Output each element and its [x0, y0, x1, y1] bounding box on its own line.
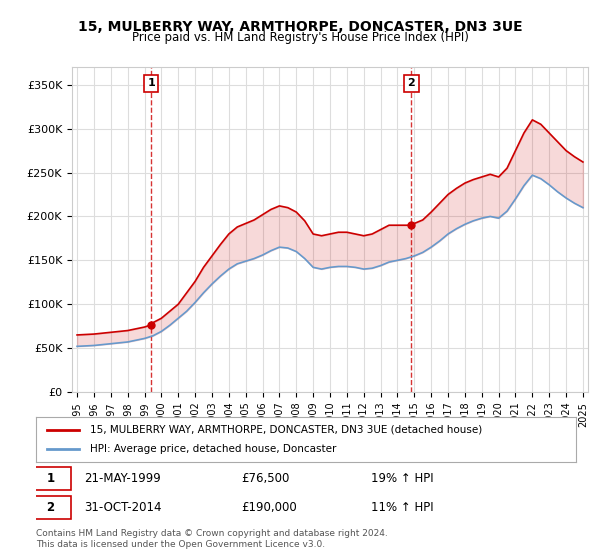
- Text: 21-MAY-1999: 21-MAY-1999: [85, 472, 161, 485]
- Text: Price paid vs. HM Land Registry's House Price Index (HPI): Price paid vs. HM Land Registry's House …: [131, 31, 469, 44]
- FancyBboxPatch shape: [31, 496, 71, 520]
- Text: 1: 1: [47, 472, 55, 485]
- Text: 2: 2: [47, 501, 55, 514]
- Text: 15, MULBERRY WAY, ARMTHORPE, DONCASTER, DN3 3UE (detached house): 15, MULBERRY WAY, ARMTHORPE, DONCASTER, …: [90, 424, 482, 435]
- Text: 11% ↑ HPI: 11% ↑ HPI: [371, 501, 433, 514]
- FancyBboxPatch shape: [31, 466, 71, 490]
- Text: HPI: Average price, detached house, Doncaster: HPI: Average price, detached house, Donc…: [90, 445, 337, 455]
- Text: 15, MULBERRY WAY, ARMTHORPE, DONCASTER, DN3 3UE: 15, MULBERRY WAY, ARMTHORPE, DONCASTER, …: [77, 20, 523, 34]
- Text: 31-OCT-2014: 31-OCT-2014: [85, 501, 162, 514]
- Text: Contains HM Land Registry data © Crown copyright and database right 2024.
This d: Contains HM Land Registry data © Crown c…: [36, 529, 388, 549]
- Text: 2: 2: [407, 78, 415, 88]
- Text: £190,000: £190,000: [241, 501, 297, 514]
- Text: 19% ↑ HPI: 19% ↑ HPI: [371, 472, 433, 485]
- Text: £76,500: £76,500: [241, 472, 290, 485]
- Text: 1: 1: [147, 78, 155, 88]
